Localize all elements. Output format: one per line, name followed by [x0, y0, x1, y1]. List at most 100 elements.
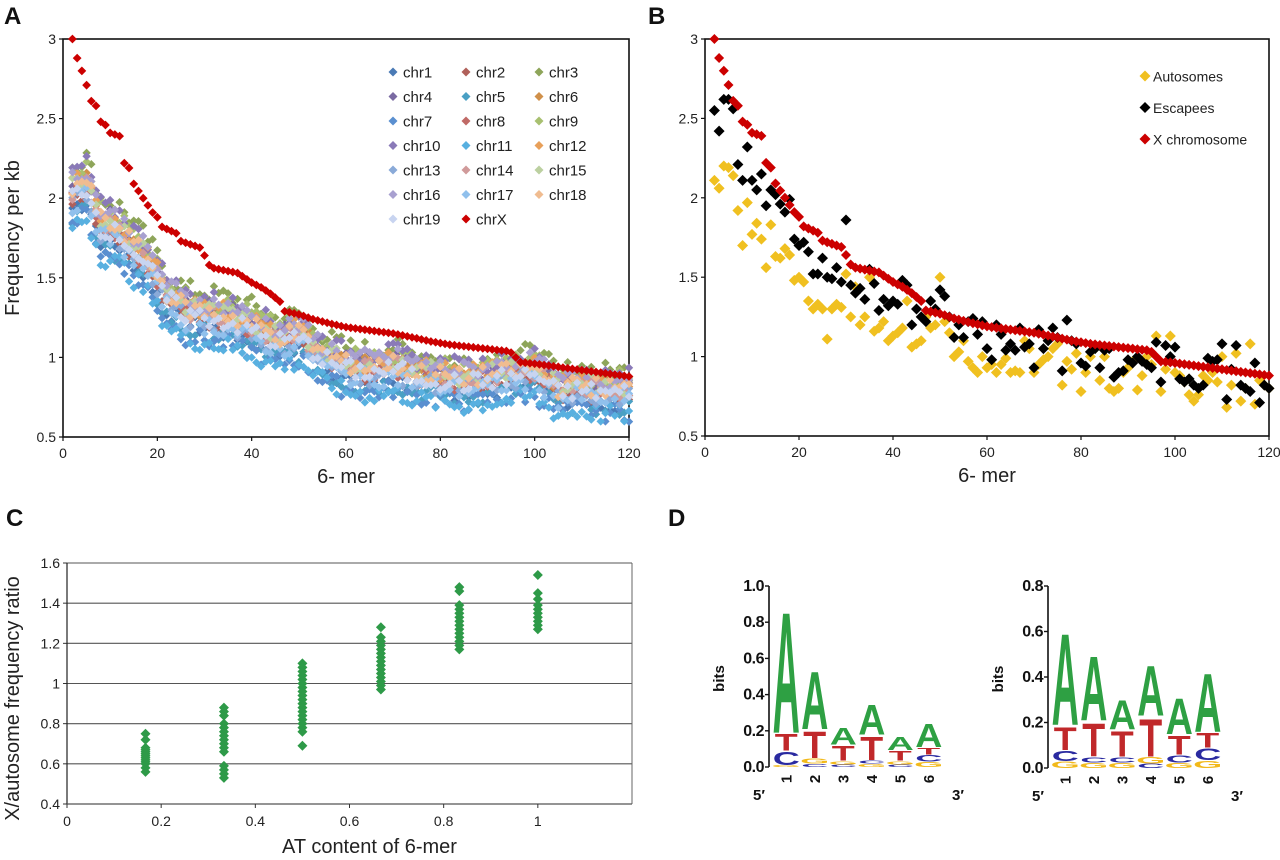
a-point-chrX — [506, 348, 516, 358]
a-point-chrX — [511, 353, 521, 362]
b-point-escapees — [939, 290, 951, 302]
b-point-escapees — [868, 278, 880, 290]
a-point-chr19 — [115, 235, 124, 245]
a-point-chr7 — [120, 269, 129, 279]
a-point-chr18 — [72, 179, 82, 188]
a-point-chr18 — [403, 371, 412, 380]
a-point-chr19 — [455, 376, 464, 385]
a-point-chr19 — [205, 322, 214, 331]
a-point-chr17 — [502, 386, 511, 395]
a-legend-label-chr15: chr15 — [549, 163, 587, 180]
b-legend-marker — [1139, 70, 1151, 82]
a-point-chr18 — [455, 364, 464, 373]
d-logo-letter-C: C — [1052, 748, 1079, 765]
a-point-chr11 — [587, 415, 596, 424]
a-point-chr17 — [219, 331, 228, 340]
a-point-chr19 — [488, 383, 497, 392]
a-point-chr11 — [289, 365, 299, 374]
b-point-autosomes — [1070, 347, 1082, 359]
a-point-chr19 — [172, 293, 181, 302]
a-point-chrX — [237, 271, 247, 281]
a-point-chrX — [374, 327, 384, 337]
b-point-autosomes — [896, 322, 908, 334]
a-point-chr11 — [544, 403, 554, 412]
a-point-chr17 — [577, 395, 587, 404]
c-y-tick-label: 1.4 — [41, 595, 61, 611]
panel-c-ratio-scatter: 0.4 0.6 0.8 1 1.2 1.4 1.6 0 0.2 0.4 0.6 0.8 1 AT cont… — [2, 555, 633, 858]
a-point-chr18 — [105, 224, 115, 233]
b-point-escapees — [1254, 397, 1266, 409]
b-point-autosomes — [1155, 386, 1167, 398]
a-y-tick-label: 3 — [48, 31, 56, 47]
a-point-chr18 — [388, 351, 398, 361]
c-point — [140, 742, 151, 753]
a-point-chr19 — [563, 381, 572, 391]
a-point-chrX — [68, 34, 77, 44]
a-point-chr11 — [205, 338, 214, 348]
a-point-chr17 — [554, 403, 563, 413]
a-point-chr19 — [190, 310, 200, 320]
a-point-chr17 — [393, 380, 403, 390]
c-x-axis-title: AT content of 6-mer — [282, 836, 457, 858]
a-point-chr11 — [186, 339, 195, 348]
a-point-chr7 — [200, 336, 209, 345]
a-point-chrX — [280, 306, 290, 316]
a-point-chr14 — [587, 374, 596, 383]
a-point-chr17 — [138, 264, 148, 273]
a-point-chr11 — [610, 411, 620, 420]
a-y-tick-label: 2.5 — [37, 111, 57, 127]
d-logo-letter-C: C — [1166, 753, 1193, 765]
b-point-autosomes — [1075, 386, 1087, 398]
d-logo-letter-A: A — [1137, 652, 1164, 732]
a-point-chr19 — [167, 288, 176, 298]
a-point-chr7 — [530, 392, 539, 402]
d-logo-letter-A: A — [887, 733, 914, 754]
a-point-chr16 — [412, 354, 421, 364]
panel-b-escapee-scatter: 0.5 1 1.5 2 2.5 3 0 20 40 60 80 100 120 6- mer Autosom… — [679, 31, 1280, 487]
b-point-escapees — [746, 174, 758, 186]
a-point-chrX — [308, 314, 318, 324]
b-point-escapees — [1117, 365, 1129, 377]
a-point-chr19 — [450, 370, 459, 379]
a-point-chr10 — [261, 305, 271, 315]
a-point-chr5 — [511, 389, 520, 399]
a-point-chr11 — [115, 252, 124, 261]
b-point-escapees — [1263, 382, 1275, 394]
a-point-chr11 — [96, 260, 105, 270]
b-point-autosomes — [962, 355, 974, 367]
b-point-escapees — [826, 273, 838, 285]
b-point-autosomes — [1131, 384, 1143, 396]
a-point-chr17 — [596, 397, 605, 407]
a-point-chr19 — [124, 245, 134, 254]
d-logo-letter-T: T — [889, 748, 913, 764]
a-point-chr11 — [502, 394, 511, 404]
a-point-chr3 — [346, 336, 355, 345]
b-point-autosomes — [1099, 351, 1110, 363]
d-logo-letter-G: G — [829, 760, 858, 765]
a-point-chr5 — [525, 380, 535, 389]
a-point-chr10 — [421, 351, 431, 360]
b-point-escapees — [1023, 338, 1035, 350]
a-point-chr19 — [228, 319, 237, 328]
a-x-tick-label: 60 — [338, 445, 354, 461]
a-point-chr11 — [516, 385, 525, 395]
a-point-chr9 — [525, 353, 535, 362]
a-point-chr18 — [96, 207, 105, 216]
a-point-chr16 — [167, 277, 176, 286]
b-point-escapees — [1155, 376, 1167, 388]
a-point-chr18 — [478, 362, 487, 372]
a-point-chr19 — [129, 250, 138, 259]
c-point — [297, 740, 308, 751]
a-point-chr17 — [497, 386, 506, 395]
b-point-escapees — [1056, 365, 1068, 377]
b-point-escapees — [1047, 322, 1059, 334]
a-point-chr19 — [516, 372, 525, 381]
a-point-chr18 — [412, 372, 421, 382]
a-point-chr11 — [624, 406, 634, 416]
a-point-chr16 — [233, 308, 242, 317]
a-point-chr11 — [412, 396, 421, 406]
panel-letter-a: A — [4, 3, 21, 30]
a-point-chrX — [101, 120, 110, 130]
b-point-escapees — [986, 354, 998, 366]
b-y-tick-label: 2 — [690, 190, 698, 206]
